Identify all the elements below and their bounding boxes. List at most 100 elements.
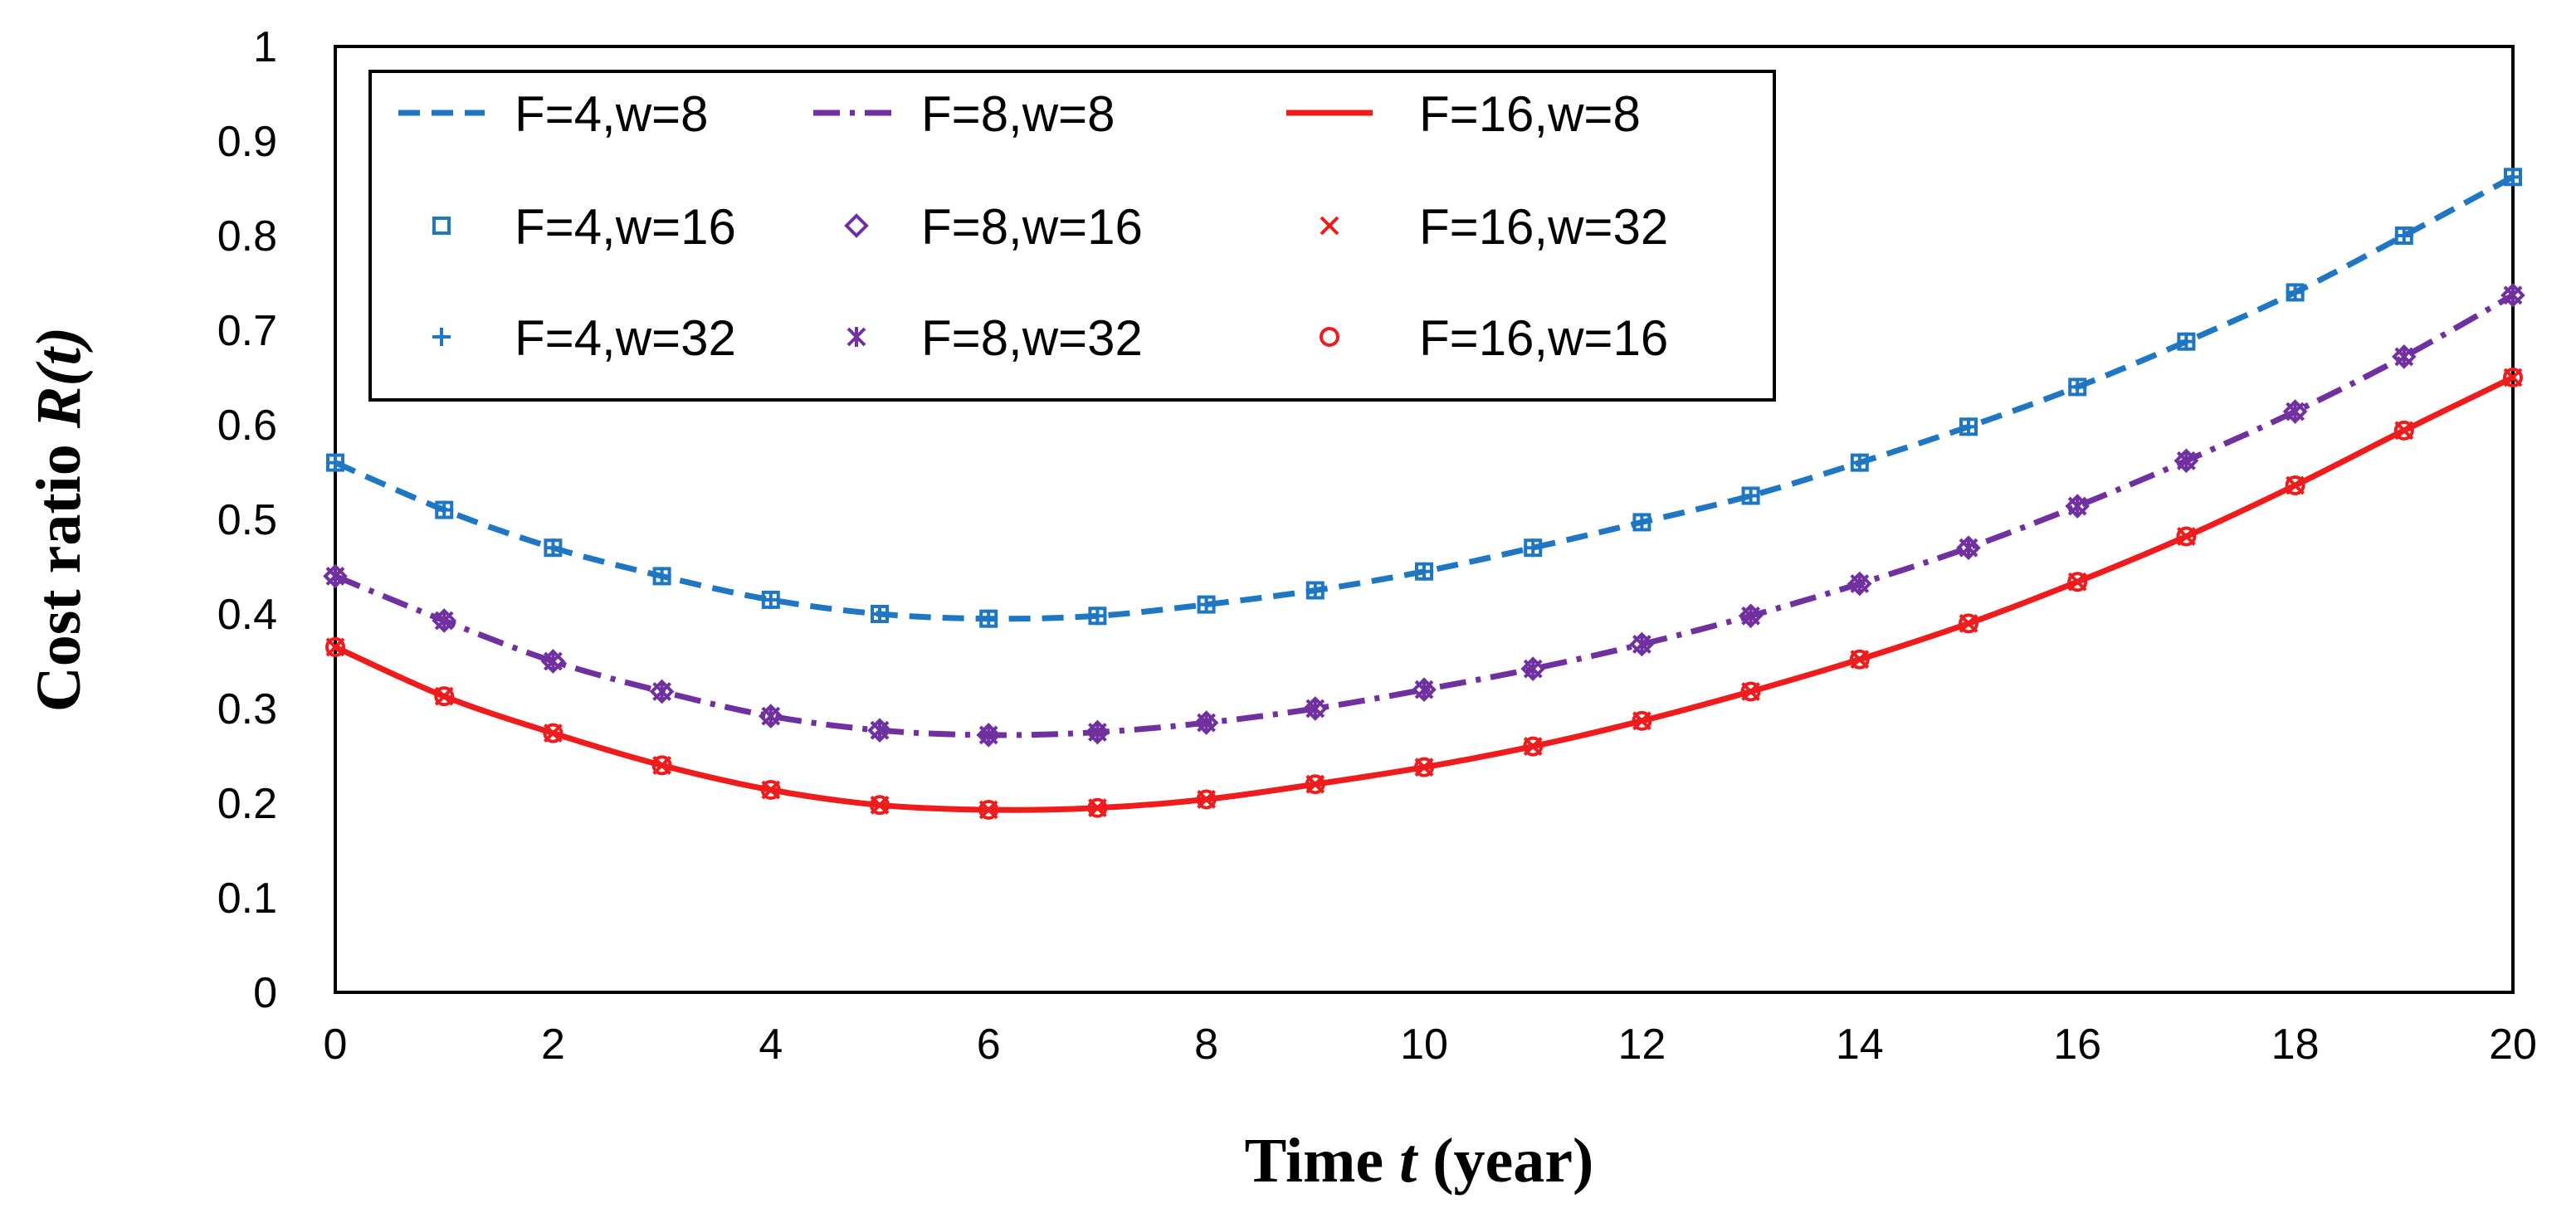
data-point-s8-19 bbox=[2393, 420, 2414, 441]
x-tick-label-5: 10 bbox=[1400, 1021, 1448, 1069]
data-point-s6-10 bbox=[1415, 562, 1433, 581]
y-tick-label-6: 0.6 bbox=[217, 402, 277, 450]
data-point-s8-3 bbox=[651, 755, 672, 776]
data-point-s6-13 bbox=[1741, 486, 1760, 505]
data-point-s8-5 bbox=[870, 795, 890, 816]
legend-marker-4 bbox=[844, 213, 869, 238]
data-point-s8-8 bbox=[1196, 789, 1217, 810]
data-point-s6-12 bbox=[1632, 513, 1651, 532]
y-tick-label-0: 0 bbox=[253, 969, 277, 1017]
y-axis-title-variable: R(t) bbox=[24, 327, 94, 429]
data-point-s6-8 bbox=[1197, 595, 1216, 614]
data-point-s6-0 bbox=[326, 453, 344, 472]
x-tick-label-6: 12 bbox=[1617, 1021, 1666, 1069]
data-point-s8-6 bbox=[978, 799, 999, 820]
legend-label-8: F=16,w=16 bbox=[1419, 310, 1668, 366]
data-point-s6-11 bbox=[1524, 538, 1543, 558]
x-tick-label-4: 8 bbox=[1194, 1021, 1218, 1069]
data-point-s7-9 bbox=[1305, 699, 1325, 719]
x-tick-label-7: 14 bbox=[1836, 1021, 1884, 1069]
data-point-s8-4 bbox=[760, 780, 781, 801]
data-point-s8-15 bbox=[1959, 613, 1978, 634]
y-tick-label-4: 0.4 bbox=[217, 591, 277, 639]
data-point-s8-0 bbox=[325, 636, 345, 657]
data-point-s6-2 bbox=[544, 538, 563, 558]
data-point-s8-20 bbox=[2503, 368, 2523, 387]
legend-label-5: F=16,w=32 bbox=[1419, 199, 1668, 255]
data-point-s8-12 bbox=[1632, 710, 1652, 731]
y-tick-label-10: 1 bbox=[253, 23, 277, 71]
legend-item-7: F=8,w=32 bbox=[846, 310, 1143, 366]
data-point-s7-3 bbox=[652, 681, 672, 702]
data-point-s7-0 bbox=[325, 566, 345, 587]
y-tick-label-7: 0.7 bbox=[217, 307, 277, 355]
legend-item-1: F=8,w=8 bbox=[813, 86, 1115, 142]
data-point-s6-1 bbox=[435, 500, 454, 519]
x-axis-title-part-2: (year) bbox=[1417, 1126, 1593, 1196]
y-tick-label-9: 0.9 bbox=[217, 118, 277, 166]
series-markers bbox=[323, 168, 2525, 820]
data-point-s6-4 bbox=[761, 590, 780, 609]
legend-label-1: F=8,w=8 bbox=[921, 86, 1115, 142]
data-point-s6-15 bbox=[1959, 417, 1978, 436]
data-point-s6-18 bbox=[2286, 283, 2305, 302]
x-tick-label-9: 18 bbox=[2271, 1021, 2320, 1069]
data-point-s6-16 bbox=[2068, 378, 2087, 397]
data-point-s8-7 bbox=[1087, 797, 1108, 818]
data-point-s8-17 bbox=[2176, 526, 2197, 547]
y-tick-label-8: 0.8 bbox=[217, 212, 277, 261]
data-point-s8-10 bbox=[1414, 757, 1434, 777]
legend-marker-6 bbox=[432, 328, 451, 346]
legend-item-8: F=16,w=16 bbox=[1320, 310, 1668, 366]
data-point-s6-5 bbox=[871, 605, 889, 623]
data-point-s7-13 bbox=[1741, 606, 1761, 626]
legend-item-0: F=4,w=8 bbox=[398, 86, 708, 142]
data-point-s7-4 bbox=[761, 706, 781, 727]
data-point-s8-11 bbox=[1523, 736, 1544, 757]
data-point-s7-16 bbox=[2067, 496, 2087, 517]
legend-item-6: F=4,w=32 bbox=[432, 310, 736, 366]
data-point-s6-6 bbox=[979, 609, 998, 628]
x-tick-label-8: 16 bbox=[2053, 1021, 2101, 1069]
legend-item-3: F=4,w=16 bbox=[432, 199, 736, 255]
x-axis-title-part-1: Time bbox=[1245, 1126, 1399, 1196]
x-tick-label-1: 2 bbox=[541, 1021, 565, 1069]
data-point-s7-15 bbox=[1959, 538, 1978, 558]
legend-box bbox=[368, 70, 1776, 402]
y-tick-label-5: 0.5 bbox=[217, 496, 277, 544]
data-point-s7-5 bbox=[870, 720, 890, 741]
data-point-s6-3 bbox=[652, 567, 671, 586]
legend-marker-7 bbox=[846, 327, 866, 347]
plot-frame bbox=[334, 45, 2515, 994]
data-point-s6-9 bbox=[1305, 581, 1325, 600]
y-axis-title-part-1: Cost ratio bbox=[24, 428, 94, 712]
x-tick-label-0: 0 bbox=[324, 1021, 348, 1069]
series-line-2 bbox=[334, 374, 2515, 813]
data-point-s7-1 bbox=[434, 610, 454, 631]
legend-label-7: F=8,w=32 bbox=[921, 310, 1143, 366]
data-point-s7-17 bbox=[2176, 451, 2196, 471]
legend-marker-3 bbox=[432, 217, 451, 235]
y-tick-label-1: 0.1 bbox=[217, 875, 277, 923]
data-point-s7-10 bbox=[1414, 680, 1434, 700]
data-point-s7-18 bbox=[2286, 402, 2305, 422]
legend-item-5: F=16,w=32 bbox=[1320, 199, 1668, 255]
legend-item-4: F=8,w=16 bbox=[844, 199, 1143, 255]
data-point-s8-9 bbox=[1305, 774, 1325, 795]
data-point-s7-2 bbox=[543, 651, 563, 671]
legend-item-2: F=16,w=8 bbox=[1286, 86, 1641, 142]
series-line-1 bbox=[334, 292, 2515, 738]
legend-label-6: F=4,w=32 bbox=[515, 310, 736, 366]
x-tick-label-3: 6 bbox=[977, 1021, 1001, 1069]
x-tick-labels: 0 2 4 6 8 10 12 14 16 18 20 bbox=[324, 1021, 2537, 1069]
series-line-0 bbox=[334, 174, 2515, 622]
data-point-s7-20 bbox=[2503, 285, 2523, 305]
legend-label-3: F=4,w=16 bbox=[515, 199, 736, 255]
y-tick-label-3: 0.3 bbox=[217, 685, 277, 733]
data-point-s6-19 bbox=[2394, 227, 2413, 245]
data-point-s7-6 bbox=[978, 724, 998, 745]
data-point-s8-16 bbox=[2067, 572, 2088, 592]
legend-label-2: F=16,w=8 bbox=[1419, 86, 1641, 142]
legend-label-0: F=4,w=8 bbox=[515, 86, 708, 142]
